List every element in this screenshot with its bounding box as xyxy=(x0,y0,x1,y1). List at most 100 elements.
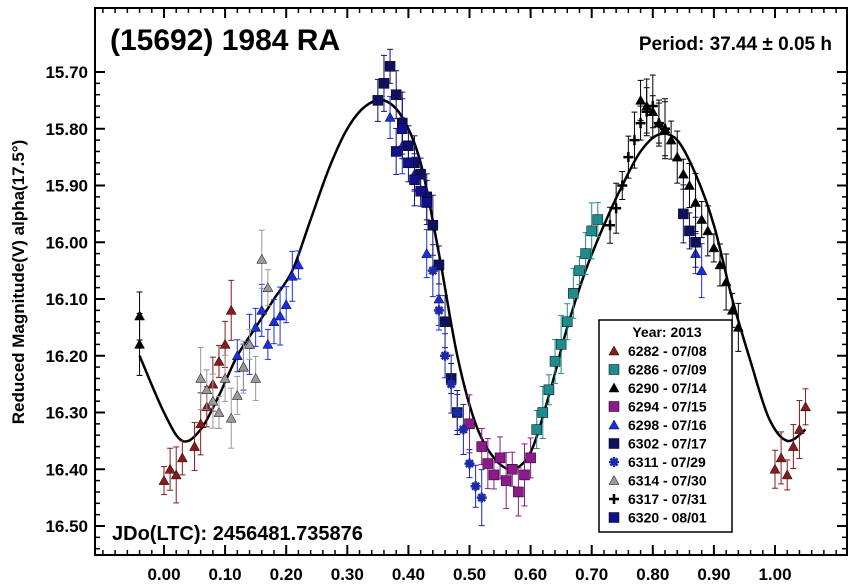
series-6286 xyxy=(531,202,604,450)
y-tick-label: 16.10 xyxy=(45,290,88,309)
data-point xyxy=(384,61,396,72)
data-point xyxy=(415,185,426,197)
legend-title: Year: 2013 xyxy=(632,324,701,340)
y-tick-label: 15.90 xyxy=(45,177,88,196)
data-point xyxy=(439,316,451,327)
data-point xyxy=(225,412,237,423)
y-tick-label: 16.30 xyxy=(45,404,88,423)
data-point xyxy=(409,174,420,186)
data-point xyxy=(262,282,274,292)
data-point xyxy=(696,265,708,275)
data-point xyxy=(274,310,286,321)
data-point xyxy=(494,452,506,464)
data-point xyxy=(800,401,811,412)
data-point xyxy=(702,225,714,236)
data-point xyxy=(537,407,549,418)
data-point xyxy=(476,492,487,503)
data-point xyxy=(708,242,720,253)
data-point xyxy=(677,168,689,179)
data-point xyxy=(231,389,243,400)
data-point xyxy=(696,214,708,224)
data-point xyxy=(164,463,176,474)
data-point xyxy=(482,458,494,469)
data-point xyxy=(488,469,500,481)
data-point xyxy=(195,372,207,383)
data-point xyxy=(207,395,219,406)
data-point xyxy=(170,469,182,480)
legend-marker xyxy=(608,512,620,523)
data-point xyxy=(714,259,726,270)
data-point xyxy=(513,486,524,498)
data-point xyxy=(452,407,463,418)
data-point xyxy=(787,441,799,451)
data-point xyxy=(464,418,475,430)
data-point xyxy=(641,106,652,117)
data-point xyxy=(794,424,805,434)
legend-label: 6320 - 08/01 xyxy=(628,510,707,526)
legend-label: 6294 - 07/15 xyxy=(628,399,707,415)
data-point xyxy=(678,208,689,220)
legend-label: 6314 - 07/30 xyxy=(628,473,707,489)
data-point xyxy=(635,94,647,105)
legend-marker xyxy=(608,364,620,375)
data-point xyxy=(568,288,579,299)
data-point xyxy=(476,441,487,452)
data-point xyxy=(647,101,658,112)
data-point xyxy=(611,203,622,214)
data-point xyxy=(726,304,738,315)
data-point xyxy=(268,316,280,326)
series-6311 xyxy=(427,244,487,527)
legend-label: 6290 - 07/14 xyxy=(628,380,707,396)
data-point xyxy=(519,469,530,481)
data-point xyxy=(292,259,304,270)
data-point xyxy=(440,350,451,361)
data-point xyxy=(213,406,225,417)
data-point xyxy=(458,424,469,435)
data-point xyxy=(433,305,444,316)
data-point xyxy=(231,350,243,360)
data-point xyxy=(660,123,671,134)
data-point xyxy=(403,157,414,169)
data-point xyxy=(464,458,475,469)
data-point xyxy=(617,180,628,191)
legend-marker xyxy=(608,438,620,449)
period-label: Period: 37.44 ± 0.05 h xyxy=(639,34,832,55)
legend-marker xyxy=(609,457,619,467)
legend-marker xyxy=(608,419,620,430)
y-axis-label: Reduced Magnitude(V) alpha(17.5°) xyxy=(9,140,28,425)
data-point xyxy=(427,219,439,231)
x-tick-label: 0.30 xyxy=(331,565,364,584)
chart-title: (15692) 1984 RA xyxy=(110,24,340,57)
x-tick-label: 0.70 xyxy=(575,565,608,584)
data-point xyxy=(720,276,732,287)
data-point xyxy=(470,481,481,492)
x-tick-label: 0.50 xyxy=(453,565,486,584)
data-point xyxy=(446,379,457,390)
data-point xyxy=(781,469,793,480)
plot-frame xyxy=(94,7,848,556)
data-point xyxy=(189,441,200,451)
y-tick-label: 15.70 xyxy=(45,63,88,82)
data-point xyxy=(158,475,170,485)
legend-label: 6311 - 07/29 xyxy=(628,454,706,470)
x-tick-label: 0.60 xyxy=(514,565,547,584)
series-6282 xyxy=(158,279,811,504)
data-point xyxy=(225,304,237,315)
data-point xyxy=(427,265,438,276)
legend: Year: 2013 6282 - 07/08 6286 - 07/09 6290 … xyxy=(598,319,733,533)
series-6317 xyxy=(605,74,671,244)
data-point xyxy=(769,463,781,474)
data-point xyxy=(549,356,561,367)
series-6314 xyxy=(195,229,274,449)
data-point xyxy=(421,197,432,208)
y-tick-label: 16.50 xyxy=(45,517,88,536)
legend-marker xyxy=(609,494,619,504)
y-tick-label: 16.20 xyxy=(45,347,88,366)
data-point xyxy=(213,355,225,366)
legend-marker xyxy=(608,345,620,356)
data-point xyxy=(684,225,695,237)
data-point xyxy=(238,361,249,372)
data-points xyxy=(134,48,811,527)
data-point xyxy=(653,118,664,129)
